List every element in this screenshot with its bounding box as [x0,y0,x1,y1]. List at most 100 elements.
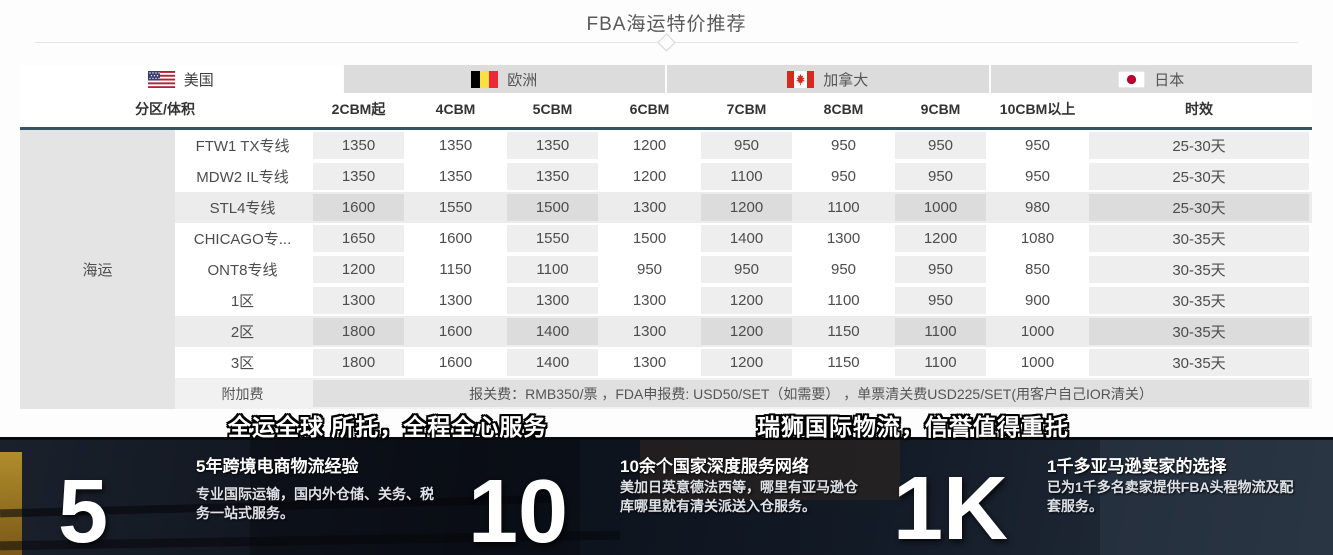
route-label-cell: 1区 [230,293,255,310]
stat-block-experience: 5年跨境电商物流经验 专业国际运输，国内外仓储、关务、税务一站式服务。 [196,456,434,523]
column-header: 9CBM [892,93,990,130]
price-cell: 1300 [632,323,667,340]
route-label-cell: 2区 [230,324,255,341]
japan-flag-icon [1118,70,1146,88]
price-cell: 25-30天 [1086,130,1312,161]
price-cell: 1000 [892,192,989,223]
price-cell: 1600 [438,230,473,247]
stat-title: 10余个国家深度服务网络 [620,457,809,476]
tab-europe-label: 欧洲 [507,71,538,89]
price-cell: 30-35天 [1086,347,1312,378]
price-cell: 1300 [310,285,407,316]
table-row: MDW2 IL专线 1350 1350 1350 1200 1100 950 950 950 25… [20,161,1312,192]
column-header: 5CBM [504,93,602,130]
price-cell: 950 [892,130,989,161]
price-cell: 1350 [310,161,407,192]
price-cell: 1100 [827,292,860,309]
price-cell: 1300 [632,292,667,309]
price-table-header: 分区/体积 2CBM起 4CBM 5CBM 6CBM 7CBM 8CBM 9CBM 10CBM以… [20,93,1312,130]
container-photo-decor [1100,440,1333,555]
tab-usa[interactable]: 美国 [20,65,342,93]
tab-europe[interactable]: 欧洲 [343,65,665,93]
diamond-ornament [656,33,676,52]
price-cell: 1100 [892,316,989,347]
price-cell: 30-35天 [1086,316,1312,347]
price-cell: 1600 [310,192,407,223]
price-cell: 1600 [438,354,473,371]
price-cell: 1200 [698,285,795,316]
price-table-wrap: 分区/体积 2CBM起 4CBM 5CBM 6CBM 7CBM 8CBM 9CBM 10CBM以… [20,93,1312,409]
stat-title: 1千多亚马逊卖家的选择 [1047,457,1227,476]
tab-japan[interactable]: 日本 [990,65,1312,93]
price-cell: 1650 [310,223,407,254]
price-cell: 30-35天 [1086,285,1312,316]
tab-canada[interactable]: 加拿大 [667,65,989,93]
column-header: 7CBM [698,93,796,130]
column-header: 4CBM [407,93,505,130]
price-cell: 1500 [504,192,601,223]
price-cell: 1800 [310,316,407,347]
price-cell: 1200 [310,254,407,285]
price-cell: 1400 [504,347,601,378]
price-cell: 950 [698,130,795,161]
stat-block-countries: 10余个国家深度服务网络 美加日英意德法西等，哪里有亚马逊仓库哪里就有清关派送入… [620,456,860,516]
table-row: 海运 FTW1 TX专线 1350 1350 1350 1200 950 950 950 950 2… [20,130,1312,409]
price-cell: 1350 [504,130,601,161]
price-cell: 1300 [632,354,667,371]
table-row: 3区 1800 1600 1400 1300 1200 1150 1100 1000 30-35天 [20,347,1312,378]
column-header: 8CBM [795,93,893,130]
price-cell: 1000 [1020,323,1055,340]
price-cell: 1100 [698,161,795,192]
price-cell: 1550 [504,223,601,254]
price-cell: 950 [892,254,989,285]
table-row: STL4专线 1600 1550 1500 1300 1200 1100 1000 980 25-… [20,192,1312,223]
price-cell: 1300 [504,285,601,316]
price-cell: 1200 [632,137,667,154]
column-header: 分区/体积 [20,93,311,130]
price-cell: 1350 [438,168,473,185]
belgium-flag-icon [471,70,499,88]
price-cell: 30-35天 [1086,223,1312,254]
country-tab-bar: 美国 欧洲 加拿大 日本 [20,65,1312,93]
price-cell: 950 [831,168,857,185]
table-row: 1区 1300 1300 1300 1300 1200 1100 950 900 30-35天 [20,285,1312,316]
price-cell: 1100 [892,347,989,378]
price-cell: 1000 [1020,354,1055,371]
price-cell: 1150 [439,261,472,278]
table-row: CHICAGO专... 1650 1600 1550 1500 1400 1300 1200 1… [20,223,1312,254]
surcharge-row: 附加费 报关费：RMB350/票 ，FDA申报费: USD50/SET（如需要） … [20,378,1312,409]
route-label-cell: 3区 [230,355,255,372]
price-cell: 25-30天 [1086,161,1312,192]
stats-footer: 5 5年跨境电商物流经验 专业国际运输，国内外仓储、关务、税务一站式服务。 10… [0,437,1333,555]
price-cell: 1350 [504,161,601,192]
price-cell: 950 [831,137,857,154]
stat-desc: 美加日英意德法西等，哪里有亚马逊仓库哪里就有清关派送入仓服务。 [620,479,858,515]
price-cell: 1800 [310,347,407,378]
canada-flag-icon [787,70,815,88]
price-cell: 950 [637,261,663,278]
stat-number-experience: 5 [58,462,109,555]
tab-canada-label: 加拿大 [823,71,869,89]
column-header: 6CBM [601,93,699,130]
price-cell: 1350 [438,137,473,154]
slogan-left: 全运全球 所托，全程全心服务 [228,414,548,440]
price-cell: 25-30天 [1086,192,1312,223]
price-cell: 950 [698,254,795,285]
price-cell: 1200 [632,168,667,185]
price-cell: 900 [1025,292,1051,309]
price-cell: 950 [1025,137,1051,154]
price-cell: 1100 [827,199,860,216]
page-title: FBA海运特价推荐 [586,14,747,35]
price-cell: 1150 [827,323,860,340]
price-cell: 1200 [698,192,795,223]
stat-block-sellers: 1千多亚马逊卖家的选择 已为1千多名卖家提供FBA头程物流及配套服务。 [1047,456,1297,516]
route-label-cell: ONT8专线 [207,262,278,279]
column-header: 时效 [1086,93,1312,130]
price-cell: 950 [831,261,857,278]
column-header: 2CBM起 [310,93,408,130]
truck-photo-decor [0,452,22,555]
price-cell: 1300 [438,292,473,309]
price-cell: 1150 [827,354,860,371]
column-header: 10CBM以上 [989,93,1087,130]
route-label-cell: STL4专线 [209,200,276,217]
